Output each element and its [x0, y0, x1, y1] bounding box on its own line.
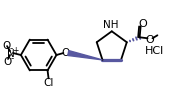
Polygon shape	[68, 51, 102, 60]
Text: O: O	[2, 41, 10, 51]
Text: O: O	[145, 35, 154, 45]
Text: NH: NH	[103, 20, 119, 30]
Text: O: O	[3, 56, 11, 66]
Text: O: O	[138, 19, 147, 29]
Text: O: O	[61, 48, 69, 58]
Text: +: +	[12, 46, 19, 55]
Text: HCl: HCl	[145, 46, 164, 56]
Text: N: N	[7, 49, 15, 58]
Text: -: -	[10, 54, 14, 63]
Text: Cl: Cl	[43, 78, 54, 87]
Text: -: -	[9, 44, 13, 53]
